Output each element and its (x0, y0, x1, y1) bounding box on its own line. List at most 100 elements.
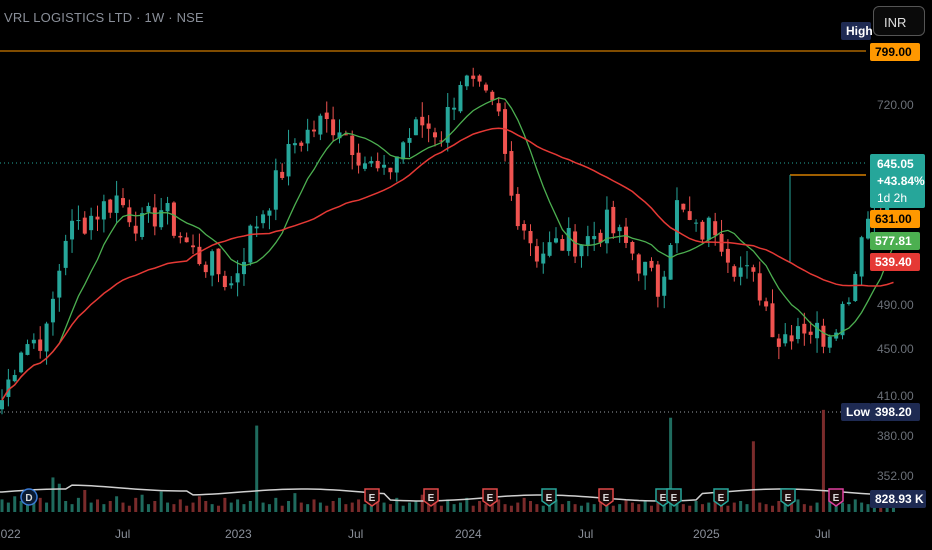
volume-bar (713, 499, 717, 512)
candle-body (63, 240, 68, 268)
candle-body (235, 273, 240, 283)
volume-bar (0, 499, 4, 512)
volume-bar (376, 501, 380, 512)
volume-bar (637, 504, 641, 512)
candle-body (101, 201, 106, 220)
candle-body (318, 115, 323, 135)
earnings-marker[interactable]: E (666, 488, 682, 507)
volume-bar (777, 501, 781, 512)
volume-bar (427, 504, 431, 512)
candle-body (420, 116, 425, 126)
candle-body (216, 248, 221, 275)
volume-bar (115, 496, 119, 512)
candle-body (795, 326, 800, 340)
volume-bar (796, 499, 800, 512)
time-tick-label: Jul (578, 527, 593, 541)
volume-bar (618, 504, 622, 512)
volume-bar (809, 505, 813, 512)
candle-body (483, 84, 488, 91)
candle-body (617, 227, 622, 232)
price-tick-label: 410.00 (877, 389, 914, 403)
candle-body (604, 209, 609, 244)
volume-bar (764, 504, 768, 512)
ma-long-value-label-bg (870, 253, 920, 271)
candle-body (261, 214, 266, 224)
time-tick-label: 2024 (455, 527, 482, 541)
candle-body (700, 221, 705, 240)
marker-label: E (428, 493, 435, 504)
high-label-bg (841, 22, 871, 40)
price-levels (789, 174, 866, 262)
volume-bar (745, 504, 749, 512)
marker-label: E (603, 493, 610, 504)
volume-bar (828, 497, 832, 512)
volume-bar (96, 499, 100, 512)
volume-bar (605, 502, 609, 512)
candle-body (407, 137, 412, 143)
price-axis: 720.00 490.00 450.00 410.00 380.00 352.00 (877, 98, 914, 483)
volume-bar (770, 505, 774, 512)
volume-bar (299, 502, 303, 512)
earnings-marker[interactable]: E (828, 488, 844, 507)
marker-label: E (671, 493, 678, 504)
volume-bar (465, 497, 469, 512)
candle-body (82, 217, 87, 234)
volume-bar (847, 504, 851, 512)
candle-body (120, 198, 125, 206)
candle-body (471, 75, 476, 79)
earnings-marker[interactable]: E (598, 488, 614, 507)
candle-body (732, 266, 737, 277)
candle-body (866, 218, 870, 239)
volume-line (0, 484, 894, 502)
candle-body (751, 267, 756, 272)
candle-body (108, 199, 113, 213)
price-tick-label: 720.00 (877, 98, 914, 112)
earnings-marker[interactable]: E (780, 488, 796, 507)
volume-bar (872, 505, 876, 512)
candle-body (210, 251, 215, 276)
dividend-marker[interactable]: D (20, 488, 38, 506)
earnings-marker[interactable]: E (364, 488, 380, 507)
marker-shape (780, 488, 796, 507)
candle-body (534, 246, 539, 262)
grid (0, 50, 866, 413)
volume-bar (503, 504, 507, 512)
candle-body (133, 225, 138, 234)
volume-bar (554, 499, 558, 512)
candle-body (241, 261, 246, 275)
candle-body (738, 267, 743, 277)
candle-body (426, 123, 431, 129)
candle-body (815, 322, 820, 339)
candle-body (611, 206, 616, 234)
volume-bars (0, 409, 895, 512)
volume-bar (274, 497, 278, 512)
volume-bar (293, 493, 297, 512)
candle-body (286, 143, 291, 177)
volume-bar (89, 502, 93, 512)
candle-body (624, 226, 629, 243)
volume-bar (369, 505, 373, 512)
volume-bar (166, 502, 170, 512)
candle-body (783, 334, 788, 344)
earnings-marker[interactable]: E (541, 488, 557, 507)
volume-bar (70, 504, 74, 512)
candle-body (770, 303, 775, 338)
candle-body (668, 245, 673, 280)
marker-label: E (785, 493, 792, 504)
currency-button[interactable]: INR (873, 6, 925, 36)
ma-long-value-label: 539.40 (870, 253, 920, 271)
earnings-marker[interactable]: E (713, 488, 729, 507)
earnings-marker[interactable]: E (423, 488, 439, 507)
earnings-marker[interactable]: E (482, 488, 498, 507)
level-value-label-text: 631.00 (875, 212, 912, 226)
candle-body (197, 246, 202, 265)
candle-body (388, 167, 393, 173)
volume-bar (490, 502, 494, 512)
volume-bar (64, 501, 68, 512)
last-price-value: 645.05 (877, 157, 914, 171)
candle-body (229, 283, 234, 286)
volume-bar (204, 501, 208, 512)
volume-bar (57, 483, 61, 512)
